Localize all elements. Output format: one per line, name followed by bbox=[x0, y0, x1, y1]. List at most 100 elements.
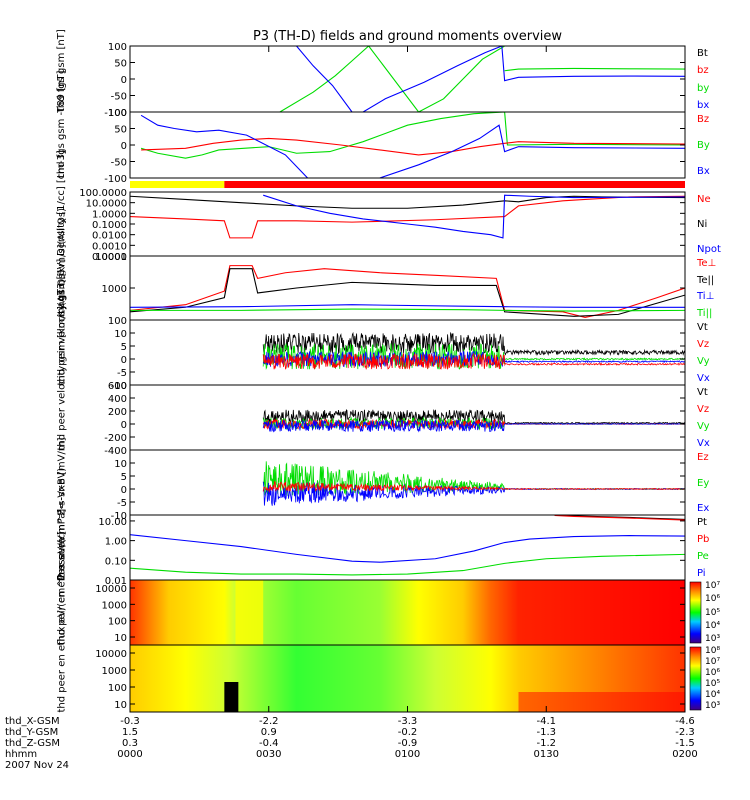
colorbar-tick-label: 10⁵ bbox=[705, 607, 721, 618]
series-line-by bbox=[279, 46, 505, 112]
y-tick-label: 1000 bbox=[102, 666, 127, 677]
panel-peir_en_eflux: 10000 1000 100 10 bbox=[95, 579, 686, 646]
y-tick-label: 100.0000 bbox=[79, 188, 127, 199]
panel-pressure: 10.00 1.00 0.10 0.01 bbox=[98, 514, 686, 587]
footer-value: 0000 bbox=[117, 749, 143, 760]
y-tick-label: 10000 bbox=[95, 252, 127, 263]
flag-bar-red bbox=[224, 181, 685, 188]
series-line-Ti|| bbox=[130, 308, 685, 312]
colorbar-tick-label: 10⁵ bbox=[705, 679, 721, 689]
y-tick-label: -10 bbox=[111, 511, 127, 522]
legend-entry: bx bbox=[697, 100, 710, 111]
legend-entry: Bx bbox=[697, 166, 710, 177]
footer-value: -0.2 bbox=[397, 727, 418, 738]
panel-density: 100.000010.00001.00000.10000.01000.00100… bbox=[79, 188, 686, 263]
series-line-bx bbox=[296, 46, 353, 112]
y-tick-label: 0 bbox=[121, 355, 127, 366]
footer-row-label: thd_X-GSM bbox=[5, 716, 60, 727]
footer-value: 0030 bbox=[256, 749, 282, 760]
panel-fgs_gsm: 100 50 0 -50 -100 bbox=[104, 42, 686, 119]
footer-value: -1.5 bbox=[675, 738, 695, 749]
footer-row-label: thd_Z-GSM bbox=[5, 738, 60, 749]
footer-date: 2007 Nov 24 bbox=[5, 760, 70, 771]
footer-value: -0.4 bbox=[258, 738, 279, 749]
y-tick-label: 0.01 bbox=[105, 576, 127, 587]
colorbar-tick-label: 10⁸ bbox=[705, 646, 721, 656]
legend-entry: Vy bbox=[697, 356, 710, 367]
footer-value: 0200 bbox=[672, 749, 698, 760]
panel-temperature: 10000 1000 100 bbox=[95, 252, 686, 327]
footer-value: -2.2 bbox=[258, 716, 279, 727]
heatmap-low-band bbox=[518, 692, 685, 712]
panel-fgs_gsm_t89: 100 50 0 -50 -100 bbox=[104, 108, 686, 185]
colorbar-tick-label: 10⁴ bbox=[705, 690, 721, 700]
footer-value: -3.3 bbox=[397, 716, 418, 727]
y-tick-label: 400 bbox=[108, 394, 127, 405]
legend-entry: by bbox=[697, 82, 710, 94]
footer-value: -1.3 bbox=[536, 727, 556, 738]
legend-entry: Vz bbox=[697, 404, 710, 415]
y-tick-label: -100 bbox=[104, 174, 127, 185]
y-tick-label: 100 bbox=[108, 617, 127, 628]
panel-peer_velocity: 600 400 200 0 -200 -400 bbox=[104, 381, 686, 457]
heatmap-body bbox=[130, 580, 685, 645]
colorbar-tick-label: 10⁴ bbox=[705, 620, 721, 631]
series-line-Npot bbox=[263, 194, 685, 239]
y-tick-label: 10 bbox=[114, 329, 127, 340]
series-noise-Vx bbox=[262, 418, 685, 433]
y-tick-label: 10 bbox=[114, 459, 127, 470]
legend-entry: Ex bbox=[697, 503, 710, 514]
y-tick-label: -10 bbox=[111, 381, 127, 392]
y-tick-label: 0.0001 bbox=[92, 252, 127, 263]
colorbar-tick-label: 10⁶ bbox=[705, 668, 721, 678]
y-tick-label: 200 bbox=[108, 407, 127, 418]
y-tick-label: 10000 bbox=[95, 584, 127, 595]
y-tick-label: 10 bbox=[114, 633, 127, 644]
series-line-Te|| bbox=[130, 268, 685, 317]
y-tick-label: 0 bbox=[121, 75, 127, 86]
y-tick-label: 100 bbox=[108, 108, 127, 119]
series-line-Pe bbox=[130, 553, 685, 576]
y-tick-label: -400 bbox=[104, 446, 127, 457]
heatmap-gap bbox=[235, 580, 264, 645]
y-tick-label: 600 bbox=[108, 381, 127, 392]
y-tick-label: 1.0000 bbox=[92, 209, 127, 220]
series-line-Ti⊥ bbox=[130, 304, 685, 308]
legend-entry: Vy bbox=[697, 421, 710, 432]
legend-entry: Te|| bbox=[697, 274, 715, 286]
footer-value: -2.3 bbox=[675, 727, 695, 738]
footer-value: -0.3 bbox=[120, 716, 140, 727]
y-tick-label: 0.1000 bbox=[92, 220, 127, 231]
footer-value: -4.1 bbox=[536, 716, 556, 727]
series-line-Bx bbox=[140, 114, 308, 178]
y-tick-label: 1000 bbox=[102, 600, 127, 611]
y-tick-label: 1000 bbox=[102, 284, 127, 295]
y-tick-label: -50 bbox=[111, 158, 127, 169]
y-tick-label: 100 bbox=[108, 683, 127, 694]
y-tick-label: 0.0010 bbox=[92, 241, 127, 252]
series-line-Ni bbox=[130, 195, 685, 209]
legend-entry: Vx bbox=[697, 438, 710, 449]
panel-frame bbox=[129, 384, 686, 451]
series-noise-Vt bbox=[262, 331, 685, 356]
y-tick-label: 0 bbox=[121, 420, 127, 431]
legend-entry: Pe bbox=[697, 551, 709, 562]
series-line-By bbox=[140, 112, 685, 159]
footer-value: 0.9 bbox=[260, 727, 277, 738]
series-noise-Vz bbox=[262, 352, 685, 370]
flag-bar-yellow bbox=[130, 181, 225, 188]
series-line-bx bbox=[362, 46, 685, 112]
y-tick-label: 0 bbox=[121, 485, 127, 496]
legend-entry: Vt bbox=[697, 322, 708, 333]
panel-frame bbox=[129, 514, 686, 581]
y-tick-label: 10 bbox=[114, 700, 127, 711]
legend-entry: Te⊥ bbox=[697, 258, 717, 269]
legend-entry: Vx bbox=[697, 373, 710, 384]
y-tick-label: 0 bbox=[121, 141, 127, 152]
series-noise-Vt bbox=[262, 409, 685, 425]
footer-value: 0130 bbox=[533, 749, 559, 760]
series-line-Bz bbox=[141, 137, 685, 156]
legend-entry: Vt bbox=[697, 387, 708, 398]
